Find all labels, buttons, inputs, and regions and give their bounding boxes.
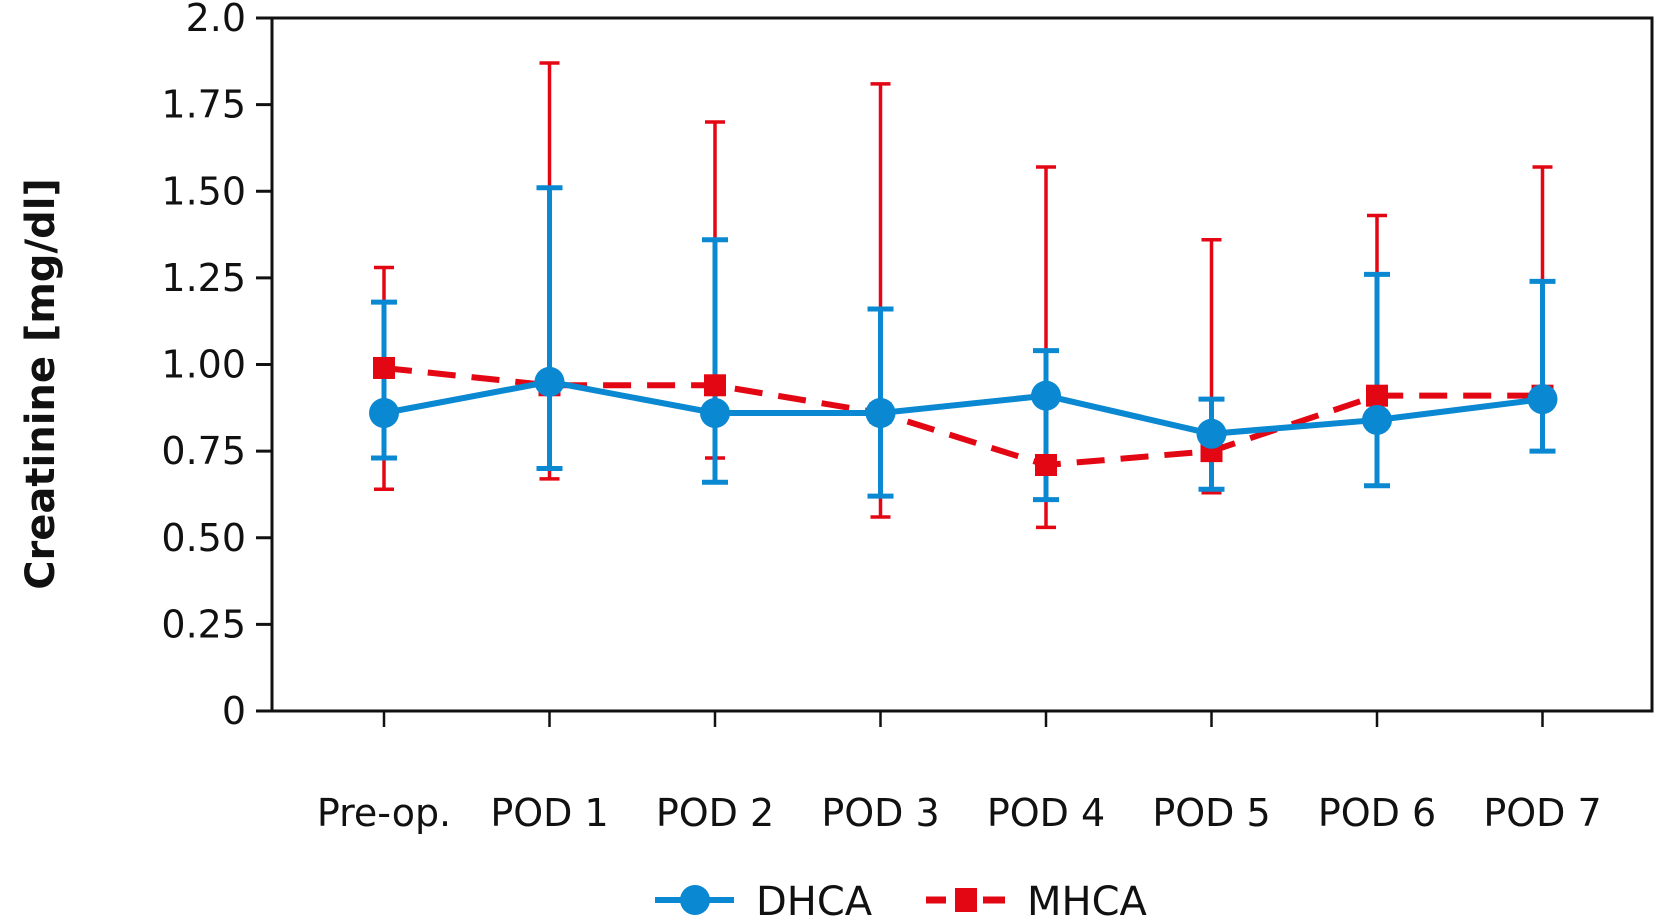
y-tick-label: 1.25 (161, 256, 246, 300)
y-tick-label: 0.25 (161, 602, 246, 646)
data-point (1196, 418, 1227, 449)
x-tick-label: POD 1 (490, 791, 608, 835)
series-line-dhca (383, 378, 1543, 437)
y-tick-label: 0 (222, 689, 246, 733)
y-tick-label: 1.75 (161, 83, 246, 127)
x-tick-label: POD 2 (656, 791, 774, 835)
x-tick-label: POD 3 (821, 791, 939, 835)
data-point (1527, 384, 1558, 415)
legend-item-mhca: MHCA (926, 879, 1148, 923)
data-point (1035, 453, 1057, 476)
legend: DHCA MHCA (655, 879, 1148, 923)
x-tick-label: POD 5 (1152, 791, 1270, 835)
x-tick-label: POD 4 (987, 791, 1105, 835)
y-tick-label: 0.75 (161, 429, 246, 473)
data-point (865, 398, 896, 429)
y-tick-label: 2.0 (186, 0, 246, 40)
axes: 0 0.25 0.50 0.75 1.00 1.25 1.50 1.75 2.0 Pre-op. P… (161, 0, 1654, 835)
legend-marker-square (955, 888, 977, 912)
legend-item-dhca: DHCA (655, 879, 873, 923)
data-point (1366, 384, 1388, 407)
data-point (700, 398, 730, 429)
series-line-group-dhca (369, 366, 1558, 449)
data-point (534, 366, 565, 397)
data-point (369, 398, 399, 429)
y-tick-label: 0.50 (161, 516, 246, 560)
y-axis-label: Creatinine [mg/dl] (18, 178, 64, 590)
x-tick-label: Pre-op. (317, 791, 451, 835)
data-point (373, 356, 395, 379)
data-point (1031, 380, 1061, 411)
data-point (704, 374, 726, 397)
x-tick-label: POD 6 (1318, 791, 1436, 835)
y-tick-label: 1.50 (161, 169, 246, 213)
legend-label: DHCA (756, 879, 873, 923)
data-point (1362, 404, 1392, 435)
series-layer (369, 61, 1558, 530)
x-tick-label: POD 7 (1483, 791, 1601, 835)
plot-frame (270, 16, 1654, 713)
legend-marker-circle (680, 885, 710, 915)
legend-label: MHCA (1027, 879, 1148, 923)
y-tick-label: 1.00 (161, 343, 246, 387)
